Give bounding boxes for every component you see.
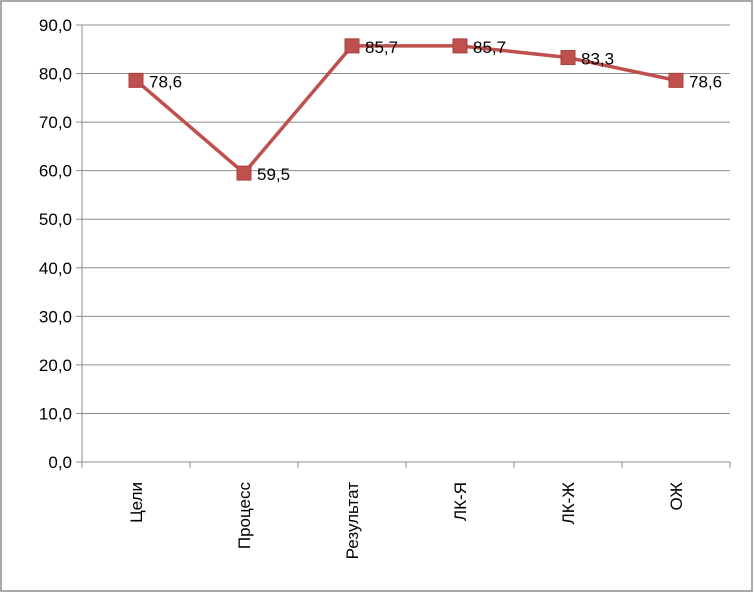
data-label: 59,5 [257, 165, 290, 184]
gridlines [82, 24, 730, 414]
data-point [560, 50, 576, 66]
x-tick-label: ЛК-Ж [559, 482, 578, 525]
y-tick-label: 90,0 [39, 16, 72, 35]
x-tick-label: ЛК-Я [451, 482, 470, 521]
series [128, 38, 684, 181]
y-tick-label: 50,0 [39, 210, 72, 229]
x-tick-label: ОЖ [667, 482, 686, 511]
data-label: 83,3 [581, 50, 614, 69]
x-tick-labels: Цели Процесс Результат ЛК-Я ЛК-Ж ОЖ [127, 482, 686, 560]
data-label: 78,6 [149, 72, 182, 91]
y-tick-label: 80,0 [39, 65, 72, 84]
y-tick-label: 10,0 [39, 404, 72, 423]
y-tick-label: 40,0 [39, 259, 72, 278]
data-label: 85,7 [473, 38, 506, 57]
y-tick-label: 0,0 [48, 453, 72, 472]
data-point [344, 38, 360, 54]
data-point [668, 72, 684, 88]
y-tick-labels: 0,0 10,0 20,0 30,0 40,0 50,0 60,0 70,0 80,0 90,0 [39, 16, 72, 472]
axes [76, 24, 731, 468]
y-tick-label: 30,0 [39, 307, 72, 326]
y-tick-label: 60,0 [39, 162, 72, 181]
data-point [128, 72, 144, 88]
y-tick-label: 20,0 [39, 356, 72, 375]
data-point [236, 165, 252, 181]
x-tick-label: Цели [127, 482, 146, 523]
data-label: 85,7 [365, 38, 398, 57]
x-tick-label: Процесс [235, 482, 254, 550]
data-point [452, 38, 468, 54]
x-tick-label: Результат [343, 482, 362, 560]
data-labels: 78,6 59,5 85,7 85,7 83,3 78,6 [149, 38, 722, 184]
data-label: 78,6 [689, 72, 722, 91]
series-line [134, 44, 677, 175]
y-tick-label: 70,0 [39, 113, 72, 132]
